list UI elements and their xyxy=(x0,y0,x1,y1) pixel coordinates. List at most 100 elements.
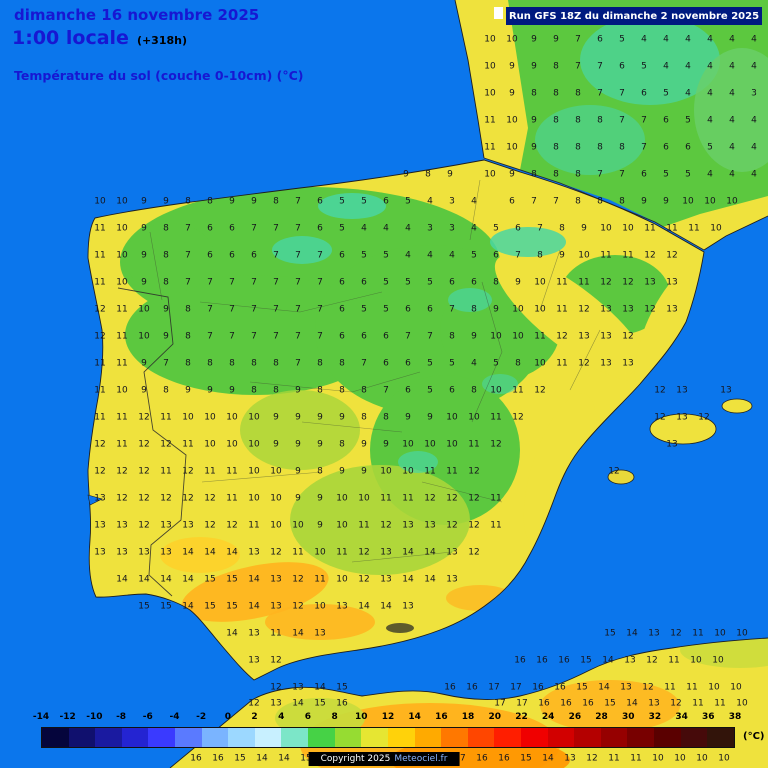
forecast-date: dimanche 16 novembre 2025 xyxy=(14,6,260,24)
temperature-value: 9 xyxy=(493,304,499,315)
temperature-value: 9 xyxy=(229,385,235,396)
temperature-value: 7 xyxy=(575,34,581,45)
temperature-value: 11 xyxy=(490,493,502,504)
temperature-value: 9 xyxy=(207,385,213,396)
temperature-value: 14 xyxy=(598,682,610,693)
temperature-value: 11 xyxy=(94,385,106,396)
temperature-value: 7 xyxy=(537,223,543,234)
legend-tick-label: 38 xyxy=(728,712,742,722)
temperature-value: 6 xyxy=(405,385,411,396)
temperature-value: 4 xyxy=(729,88,735,99)
temperature-value: 10 xyxy=(736,628,748,639)
temperature-value: 6 xyxy=(339,304,345,315)
temperature-value: 16 xyxy=(514,655,526,666)
temperature-value: 15 xyxy=(314,698,326,709)
temperature-value: 4 xyxy=(663,34,669,45)
temperature-value: 8 xyxy=(229,358,235,369)
temperature-value: 7 xyxy=(619,115,625,126)
temperature-value: 12 xyxy=(292,601,304,612)
temperature-value: 6 xyxy=(493,250,499,261)
temperature-value: 12 xyxy=(512,412,524,423)
temperature-value: 7 xyxy=(295,358,301,369)
temperature-value: 8 xyxy=(597,142,603,153)
temperature-value: 13 xyxy=(676,385,688,396)
temperature-value: 11 xyxy=(94,358,106,369)
temperature-value: 8 xyxy=(361,385,367,396)
temperature-value: 5 xyxy=(663,88,669,99)
temperature-value: 5 xyxy=(361,196,367,207)
temperature-value: 3 xyxy=(449,223,455,234)
temperature-value: 12 xyxy=(644,304,656,315)
temperature-value: 14 xyxy=(314,682,326,693)
temperature-value: 8 xyxy=(553,169,559,180)
temperature-value: 14 xyxy=(182,601,194,612)
temperature-value: 7 xyxy=(229,331,235,342)
temperature-value: 12 xyxy=(116,493,128,504)
mallorca-island xyxy=(649,413,717,445)
banner-marker xyxy=(494,7,503,19)
temperature-value: 9 xyxy=(531,142,537,153)
temperature-value: 13 xyxy=(336,601,348,612)
temperature-value: 12 xyxy=(94,439,106,450)
temperature-value: 5 xyxy=(449,358,455,369)
temperature-value: 9 xyxy=(185,385,191,396)
legend-color-segment xyxy=(148,728,176,747)
temperature-value: 9 xyxy=(531,115,537,126)
temperature-value: 3 xyxy=(449,196,455,207)
temperature-value: 6 xyxy=(207,250,213,261)
copyright-bar[interactable]: Copyright 2025 Meteociel.fr xyxy=(308,752,460,766)
legend-tick-label: 18 xyxy=(461,712,475,722)
temperature-value: 15 xyxy=(336,682,348,693)
temperature-value: 11 xyxy=(94,412,106,423)
temperature-value: 13 xyxy=(564,753,576,764)
temperature-value: 11 xyxy=(630,753,642,764)
temperature-value: 10 xyxy=(710,223,722,234)
temperature-value: 8 xyxy=(597,196,603,207)
temperature-value: 9 xyxy=(515,277,521,288)
temperature-value: 12 xyxy=(608,466,620,477)
temperature-value: 11 xyxy=(336,547,348,558)
legend-tick-label: 2 xyxy=(251,712,258,722)
temperature-value: 7 xyxy=(575,61,581,72)
temperature-value: 11 xyxy=(116,304,128,315)
temperature-value: 14 xyxy=(402,574,414,585)
legend-tick-label: -2 xyxy=(196,712,207,722)
temperature-value: 12 xyxy=(600,277,612,288)
temperature-value: 13 xyxy=(578,331,590,342)
temperature-value: 9 xyxy=(141,196,147,207)
temperature-value: 7 xyxy=(273,304,279,315)
temperature-value: 9 xyxy=(471,331,477,342)
temperature-value: 8 xyxy=(471,304,477,315)
temperature-value: 13 xyxy=(644,277,656,288)
temperature-value: 10 xyxy=(402,439,414,450)
temperature-value: 11 xyxy=(688,223,700,234)
temperature-value: 9 xyxy=(339,466,345,477)
temperature-value: 12 xyxy=(424,493,436,504)
legend-tick-label: 24 xyxy=(541,712,555,722)
temperature-value: 9 xyxy=(427,412,433,423)
temperature-value: 4 xyxy=(751,169,757,180)
temperature-value: 9 xyxy=(141,223,147,234)
temperature-value: 4 xyxy=(751,34,757,45)
temperature-value: 7 xyxy=(229,277,235,288)
temperature-value: 7 xyxy=(531,196,537,207)
temperature-value: 15 xyxy=(160,601,172,612)
temperature-value: 4 xyxy=(471,358,477,369)
temperature-value: 13 xyxy=(600,304,612,315)
temperature-value: 13 xyxy=(648,698,660,709)
temperature-value: 4 xyxy=(471,196,477,207)
temperature-value: 13 xyxy=(600,331,612,342)
temperature-value: 11 xyxy=(490,412,502,423)
temperature-value: 14 xyxy=(626,628,638,639)
temperature-value: 13 xyxy=(248,655,260,666)
temperature-value: 6 xyxy=(207,223,213,234)
legend-color-segment xyxy=(520,728,548,747)
temperature-value: 9 xyxy=(509,61,515,72)
temperature-value: 6 xyxy=(685,142,691,153)
temperature-value: 14 xyxy=(160,574,172,585)
province-borders xyxy=(149,179,601,563)
temperature-value: 6 xyxy=(361,277,367,288)
legend-tick-label: 34 xyxy=(675,712,688,722)
temperature-value: 12 xyxy=(94,331,106,342)
temperature-value: 10 xyxy=(674,753,686,764)
